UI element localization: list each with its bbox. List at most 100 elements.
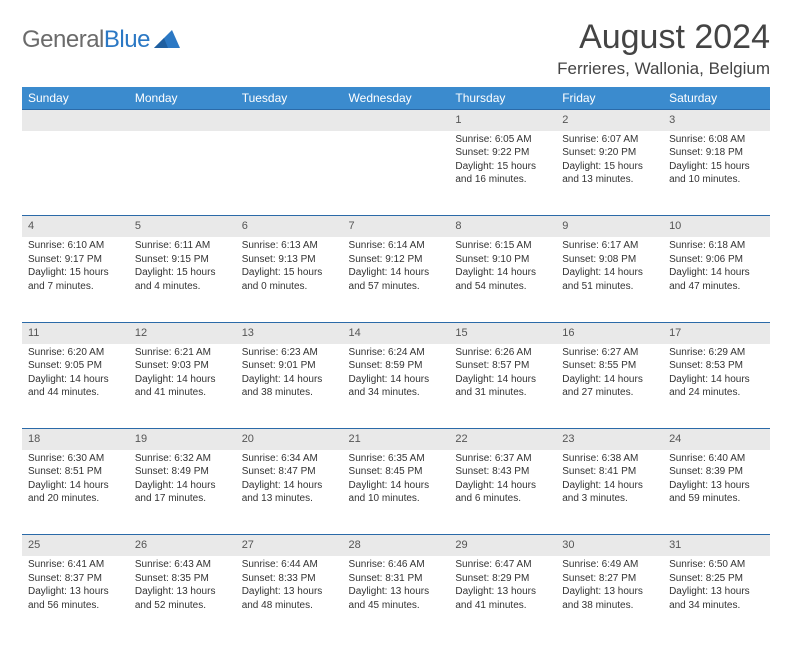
- sunrise-text: Sunrise: 6:18 AM: [669, 239, 764, 253]
- sunrise-text: Sunrise: 6:24 AM: [349, 346, 444, 360]
- day-number-cell: 15: [449, 322, 556, 343]
- sunset-text: Sunset: 9:22 PM: [455, 146, 550, 160]
- location-subtitle: Ferrieres, Wallonia, Belgium: [557, 59, 770, 79]
- daylight-text: Daylight: 13 hours and 45 minutes.: [349, 585, 444, 612]
- daylight-text: Daylight: 14 hours and 38 minutes.: [242, 373, 337, 400]
- sunrise-text: Sunrise: 6:05 AM: [455, 133, 550, 147]
- day-detail-cell: Sunrise: 6:38 AMSunset: 8:41 PMDaylight:…: [556, 450, 663, 535]
- day-detail-cell: Sunrise: 6:14 AMSunset: 9:12 PMDaylight:…: [343, 237, 450, 322]
- sunrise-text: Sunrise: 6:46 AM: [349, 558, 444, 572]
- weekday-header: Sunday: [22, 87, 129, 110]
- sunset-text: Sunset: 9:18 PM: [669, 146, 764, 160]
- sunrise-text: Sunrise: 6:35 AM: [349, 452, 444, 466]
- day-number-row: 25262728293031: [22, 535, 770, 556]
- sunrise-text: Sunrise: 6:13 AM: [242, 239, 337, 253]
- day-number-cell: 18: [22, 429, 129, 450]
- sunset-text: Sunset: 8:43 PM: [455, 465, 550, 479]
- sunrise-text: Sunrise: 6:50 AM: [669, 558, 764, 572]
- day-detail-cell: Sunrise: 6:05 AMSunset: 9:22 PMDaylight:…: [449, 131, 556, 216]
- sunrise-text: Sunrise: 6:15 AM: [455, 239, 550, 253]
- day-detail-row: Sunrise: 6:10 AMSunset: 9:17 PMDaylight:…: [22, 237, 770, 322]
- day-detail-cell: [22, 131, 129, 216]
- daylight-text: Daylight: 14 hours and 54 minutes.: [455, 266, 550, 293]
- sunset-text: Sunset: 8:51 PM: [28, 465, 123, 479]
- sunset-text: Sunset: 9:05 PM: [28, 359, 123, 373]
- day-detail-cell: Sunrise: 6:10 AMSunset: 9:17 PMDaylight:…: [22, 237, 129, 322]
- daylight-text: Daylight: 15 hours and 16 minutes.: [455, 160, 550, 187]
- sunrise-text: Sunrise: 6:23 AM: [242, 346, 337, 360]
- day-number-cell: 19: [129, 429, 236, 450]
- sunrise-text: Sunrise: 6:21 AM: [135, 346, 230, 360]
- sunset-text: Sunset: 9:12 PM: [349, 253, 444, 267]
- daylight-text: Daylight: 13 hours and 41 minutes.: [455, 585, 550, 612]
- daylight-text: Daylight: 14 hours and 41 minutes.: [135, 373, 230, 400]
- day-detail-cell: Sunrise: 6:21 AMSunset: 9:03 PMDaylight:…: [129, 344, 236, 429]
- brand-logo: GeneralBlue: [22, 18, 180, 54]
- sunset-text: Sunset: 8:35 PM: [135, 572, 230, 586]
- month-title: August 2024: [557, 18, 770, 57]
- day-detail-cell: Sunrise: 6:11 AMSunset: 9:15 PMDaylight:…: [129, 237, 236, 322]
- calendar-table: Sunday Monday Tuesday Wednesday Thursday…: [22, 87, 770, 641]
- daylight-text: Daylight: 14 hours and 10 minutes.: [349, 479, 444, 506]
- day-detail-cell: [236, 131, 343, 216]
- sunset-text: Sunset: 9:08 PM: [562, 253, 657, 267]
- sunrise-text: Sunrise: 6:40 AM: [669, 452, 764, 466]
- day-number-cell: 23: [556, 429, 663, 450]
- sunset-text: Sunset: 8:53 PM: [669, 359, 764, 373]
- day-number-cell: [22, 110, 129, 131]
- day-number-cell: 11: [22, 322, 129, 343]
- day-number-cell: 16: [556, 322, 663, 343]
- sunset-text: Sunset: 8:33 PM: [242, 572, 337, 586]
- sunrise-text: Sunrise: 6:11 AM: [135, 239, 230, 253]
- day-number-cell: 5: [129, 216, 236, 237]
- sunset-text: Sunset: 8:25 PM: [669, 572, 764, 586]
- sunset-text: Sunset: 8:55 PM: [562, 359, 657, 373]
- day-detail-cell: Sunrise: 6:17 AMSunset: 9:08 PMDaylight:…: [556, 237, 663, 322]
- day-number-row: 11121314151617: [22, 322, 770, 343]
- day-detail-cell: Sunrise: 6:37 AMSunset: 8:43 PMDaylight:…: [449, 450, 556, 535]
- sunrise-text: Sunrise: 6:41 AM: [28, 558, 123, 572]
- calendar-page: GeneralBlue August 2024 Ferrieres, Wallo…: [0, 0, 792, 659]
- day-detail-cell: Sunrise: 6:18 AMSunset: 9:06 PMDaylight:…: [663, 237, 770, 322]
- sunset-text: Sunset: 8:47 PM: [242, 465, 337, 479]
- day-detail-cell: Sunrise: 6:32 AMSunset: 8:49 PMDaylight:…: [129, 450, 236, 535]
- sunset-text: Sunset: 9:13 PM: [242, 253, 337, 267]
- daylight-text: Daylight: 13 hours and 34 minutes.: [669, 585, 764, 612]
- sunrise-text: Sunrise: 6:37 AM: [455, 452, 550, 466]
- sunset-text: Sunset: 8:57 PM: [455, 359, 550, 373]
- sunset-text: Sunset: 9:03 PM: [135, 359, 230, 373]
- page-header: GeneralBlue August 2024 Ferrieres, Wallo…: [22, 18, 770, 79]
- daylight-text: Daylight: 14 hours and 13 minutes.: [242, 479, 337, 506]
- logo-text-general: General: [22, 26, 104, 53]
- sunset-text: Sunset: 8:41 PM: [562, 465, 657, 479]
- day-detail-row: Sunrise: 6:41 AMSunset: 8:37 PMDaylight:…: [22, 556, 770, 641]
- day-number-cell: 3: [663, 110, 770, 131]
- sunset-text: Sunset: 8:49 PM: [135, 465, 230, 479]
- sunrise-text: Sunrise: 6:32 AM: [135, 452, 230, 466]
- sunrise-text: Sunrise: 6:20 AM: [28, 346, 123, 360]
- day-detail-cell: Sunrise: 6:29 AMSunset: 8:53 PMDaylight:…: [663, 344, 770, 429]
- day-detail-cell: Sunrise: 6:26 AMSunset: 8:57 PMDaylight:…: [449, 344, 556, 429]
- daylight-text: Daylight: 13 hours and 38 minutes.: [562, 585, 657, 612]
- daylight-text: Daylight: 14 hours and 27 minutes.: [562, 373, 657, 400]
- weekday-header: Thursday: [449, 87, 556, 110]
- weekday-header: Saturday: [663, 87, 770, 110]
- day-number-cell: 20: [236, 429, 343, 450]
- daylight-text: Daylight: 14 hours and 34 minutes.: [349, 373, 444, 400]
- day-detail-cell: Sunrise: 6:24 AMSunset: 8:59 PMDaylight:…: [343, 344, 450, 429]
- weekday-header: Friday: [556, 87, 663, 110]
- day-number-cell: 24: [663, 429, 770, 450]
- day-detail-cell: Sunrise: 6:41 AMSunset: 8:37 PMDaylight:…: [22, 556, 129, 641]
- day-number-cell: 25: [22, 535, 129, 556]
- daylight-text: Daylight: 15 hours and 13 minutes.: [562, 160, 657, 187]
- daylight-text: Daylight: 13 hours and 48 minutes.: [242, 585, 337, 612]
- sunrise-text: Sunrise: 6:47 AM: [455, 558, 550, 572]
- day-number-cell: [236, 110, 343, 131]
- day-number-cell: [343, 110, 450, 131]
- day-number-cell: 12: [129, 322, 236, 343]
- sunset-text: Sunset: 8:29 PM: [455, 572, 550, 586]
- logo-triangle-icon: [154, 30, 180, 53]
- day-detail-cell: Sunrise: 6:49 AMSunset: 8:27 PMDaylight:…: [556, 556, 663, 641]
- sunrise-text: Sunrise: 6:30 AM: [28, 452, 123, 466]
- sunset-text: Sunset: 9:20 PM: [562, 146, 657, 160]
